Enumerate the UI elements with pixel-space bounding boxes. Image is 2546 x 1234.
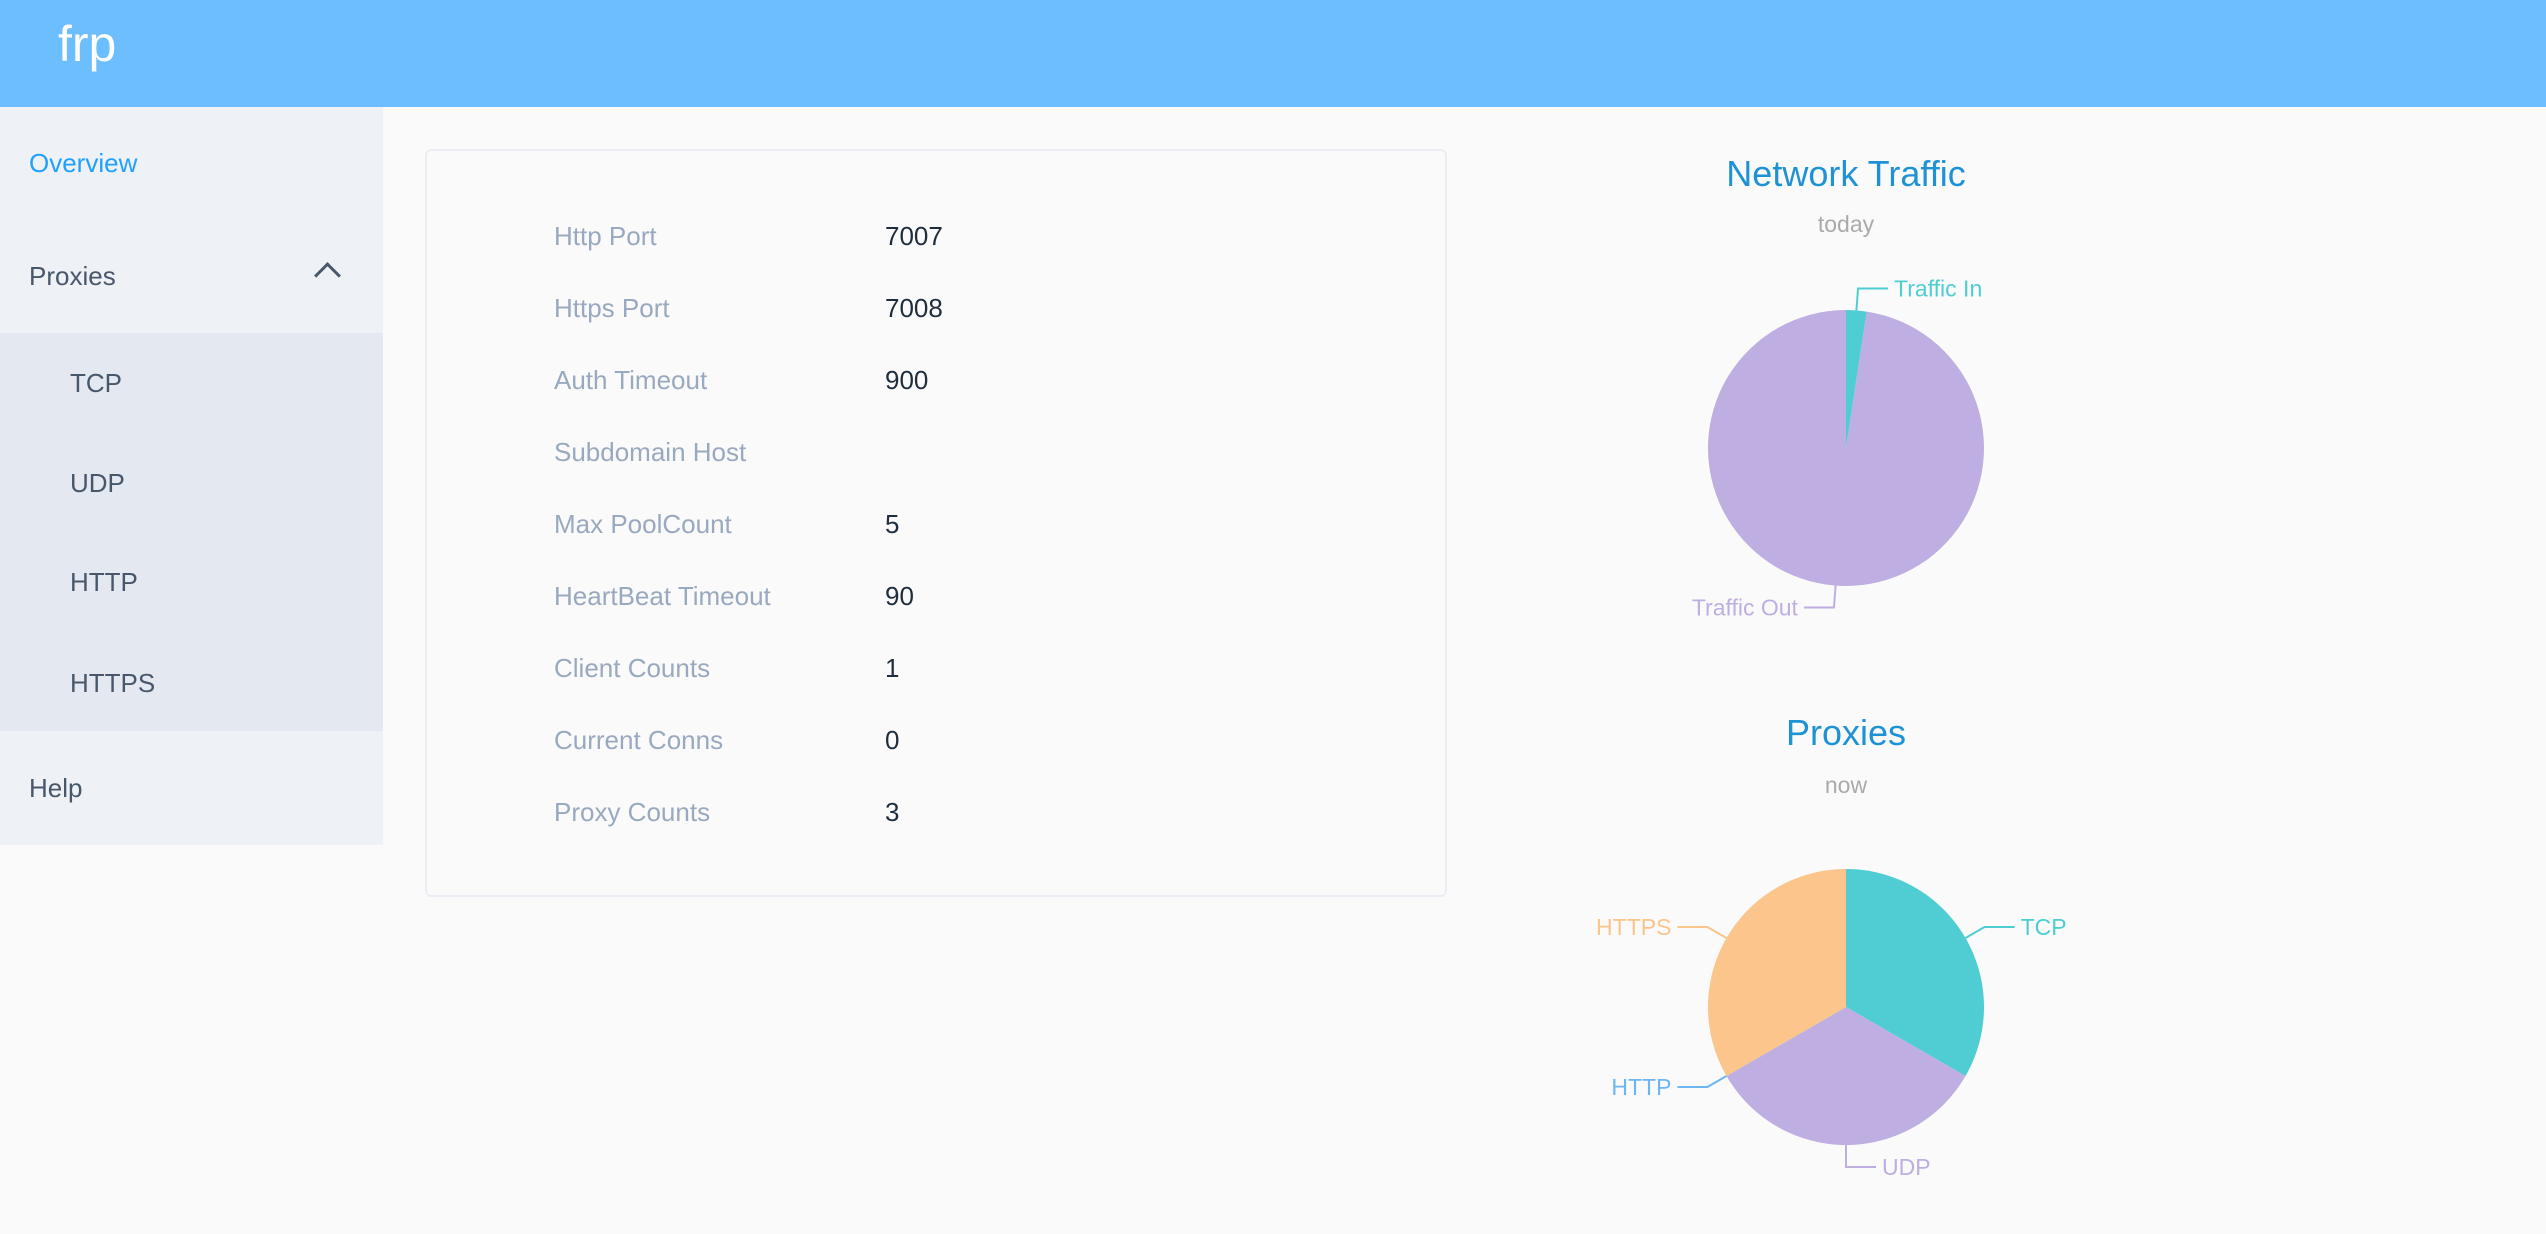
traffic-pie: Traffic In Traffic Out [1692, 275, 1984, 621]
pie-label: TCP [2021, 914, 2067, 940]
info-row: Http Port 7007 [427, 216, 1445, 256]
proxies-chart: Proxies now TCP UDP HTTP HTTPS [1546, 700, 2146, 1234]
sidebar-item-label: HTTP [70, 567, 138, 597]
sidebar-item-label: HTTPS [70, 668, 156, 698]
info-label: HeartBeat Timeout [554, 581, 771, 611]
info-value: 900 [885, 365, 929, 395]
sidebar-item-label: Help [29, 773, 83, 803]
info-label: Subdomain Host [554, 437, 747, 467]
pie-label: HTTP [1611, 1074, 1671, 1100]
label-leader-line [1803, 585, 1837, 609]
info-value: 5 [885, 509, 900, 539]
sidebar-item-tcp[interactable]: TCP [0, 343, 383, 423]
pie-label: UDP [1882, 1154, 1931, 1180]
sidebar-item-overview[interactable]: Overview [0, 123, 383, 203]
sidebar-item-http[interactable]: HTTP [0, 542, 383, 622]
chevron-up-icon[interactable] [314, 262, 341, 289]
brand-logo[interactable]: frp [58, 16, 117, 72]
label-leader-line [1965, 926, 2015, 939]
info-label: Http Port [554, 221, 657, 251]
sidebar-item-udp[interactable]: UDP [0, 443, 383, 523]
sidebar-item-label: Proxies [29, 261, 116, 291]
info-label: Proxy Counts [554, 797, 711, 827]
sidebar-item-label: Overview [29, 148, 138, 178]
label-leader-line [1677, 1075, 1727, 1088]
sidebar-item-label: UDP [70, 468, 125, 498]
server-info-card: Http Port 7007 Https Port 7008 Auth Timeout 9… [425, 149, 1447, 897]
chart-title: Proxies [1785, 712, 1907, 753]
info-label: Client Counts [554, 653, 711, 683]
info-label: Current Conns [554, 725, 724, 755]
chart-subtitle: today [1817, 211, 1875, 237]
sidebar-item-https[interactable]: HTTPS [0, 643, 383, 723]
info-row: Subdomain Host [427, 432, 1445, 472]
info-row: Current Conns 0 [427, 720, 1445, 760]
proxies-pie: TCP UDP HTTP HTTPS [1596, 869, 2067, 1180]
sidebar-item-proxies[interactable]: Proxies [0, 236, 383, 316]
network-traffic-chart: Network Traffic today Traffic In Traffic … [1546, 145, 2146, 665]
pie-slice-tcp[interactable] [1846, 869, 1984, 1076]
sidebar: Overview Proxies TCP UDP HTTP HTTPS Help [0, 107, 383, 845]
info-value: 7008 [885, 293, 943, 323]
top-header: frp [0, 0, 2546, 107]
sidebar-item-help[interactable]: Help [0, 748, 383, 828]
label-leader-line [1677, 926, 1727, 939]
info-label: Auth Timeout [554, 365, 708, 395]
info-value: 90 [885, 581, 914, 611]
pie-slice-traffic-in[interactable] [1846, 310, 1867, 448]
info-row: HeartBeat Timeout 90 [427, 576, 1445, 616]
chart-subtitle: now [1824, 772, 1868, 798]
info-row: Https Port 7008 [427, 288, 1445, 328]
pie-label: Traffic In [1894, 275, 1982, 301]
pie-slice-udp[interactable] [1726, 1007, 1966, 1145]
label-leader-line [1855, 287, 1889, 311]
proxies-submenu: TCP UDP HTTP HTTPS [0, 333, 383, 731]
pie-label: HTTPS [1596, 914, 1671, 940]
sidebar-item-label: TCP [70, 368, 122, 398]
pie-slice-https[interactable] [1708, 869, 1846, 1076]
info-label: Max PoolCount [554, 509, 732, 539]
info-value: 3 [885, 797, 900, 827]
chart-title: Network Traffic [1726, 153, 1966, 194]
pie-label: Traffic Out [1692, 595, 1799, 621]
info-row: Proxy Counts 3 [427, 792, 1445, 832]
info-value: 1 [885, 653, 900, 683]
info-row: Auth Timeout 900 [427, 360, 1445, 400]
pie-slice-traffic-out[interactable] [1708, 310, 1984, 586]
info-value: 0 [885, 725, 900, 755]
info-value: 7007 [885, 221, 943, 251]
info-label: Https Port [554, 293, 670, 323]
info-row: Max PoolCount 5 [427, 504, 1445, 544]
label-leader-line [1845, 1145, 1876, 1168]
info-row: Client Counts 1 [427, 648, 1445, 688]
